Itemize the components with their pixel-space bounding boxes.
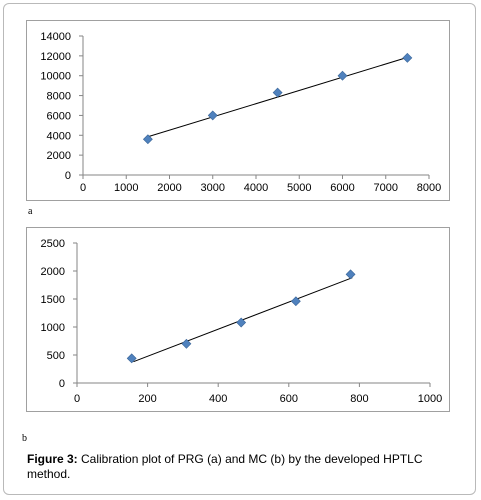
y-tick-label: 10000 [40, 71, 71, 83]
chart-a-label: a [28, 206, 33, 217]
x-tick-label: 600 [280, 393, 298, 405]
x-tick-label: 1000 [418, 393, 442, 405]
y-tick-label: 0 [59, 378, 65, 390]
x-tick-label: 8000 [417, 182, 441, 194]
y-tick-label: 2500 [41, 238, 65, 250]
y-tick-label: 2000 [47, 150, 71, 162]
chart-panel-b: 0 500 1000 1500 2000 2500 0 200 400 600 800 1000 [26, 227, 450, 412]
y-tick-label: 2000 [41, 266, 65, 278]
chart-b-svg: 0 500 1000 1500 2000 2500 0 200 400 600 800 1000 [41, 238, 443, 405]
x-tick-label: 200 [138, 393, 156, 405]
data-point-b [181, 338, 192, 349]
y-tick-label: 12000 [40, 51, 71, 63]
data-point-b [290, 296, 301, 307]
data-point-a [207, 110, 218, 121]
x-tick-label: 400 [209, 393, 227, 405]
chart-b-label: b [22, 433, 27, 444]
chart-a-svg: 0 2000 4000 6000 8000 10000 12000 14000 0 1000 200… [40, 31, 441, 194]
x-tick-label: 4000 [244, 182, 268, 194]
data-point-b [345, 269, 356, 280]
y-tick-label: 500 [47, 350, 65, 362]
chart-panel-a: 0 2000 4000 6000 8000 10000 12000 14000 0 1000 200… [26, 20, 450, 201]
x-tick-label: 5000 [287, 182, 311, 194]
y-tick-label: 6000 [47, 110, 71, 122]
x-tick-label: 0 [80, 182, 86, 194]
x-tick-label: 0 [74, 393, 80, 405]
y-tick-label: 8000 [47, 91, 71, 103]
y-tick-label: 0 [65, 170, 71, 182]
data-point-a [272, 87, 283, 98]
x-tick-label: 3000 [201, 182, 225, 194]
data-point-b [126, 353, 137, 364]
data-point-a [402, 52, 413, 63]
data-point-a [337, 70, 348, 81]
x-tick-label: 800 [350, 393, 368, 405]
y-tick-label: 1000 [41, 322, 65, 334]
y-tick-label: 14000 [40, 31, 71, 43]
y-tick-label: 1500 [41, 294, 65, 306]
caption-label: Figure 3: [27, 452, 78, 466]
x-tick-label: 7000 [374, 182, 398, 194]
data-point-b [236, 317, 247, 328]
x-tick-label: 6000 [330, 182, 354, 194]
x-tick-label: 2000 [157, 182, 181, 194]
data-point-a [142, 134, 153, 145]
x-tick-label: 1000 [114, 182, 138, 194]
caption-text: Calibration plot of PRG (a) and MC (b) b… [27, 452, 423, 481]
figure-caption: Figure 3: Calibration plot of PRG (a) an… [27, 452, 457, 482]
figure-frame [3, 3, 476, 495]
y-tick-label: 4000 [47, 130, 71, 142]
